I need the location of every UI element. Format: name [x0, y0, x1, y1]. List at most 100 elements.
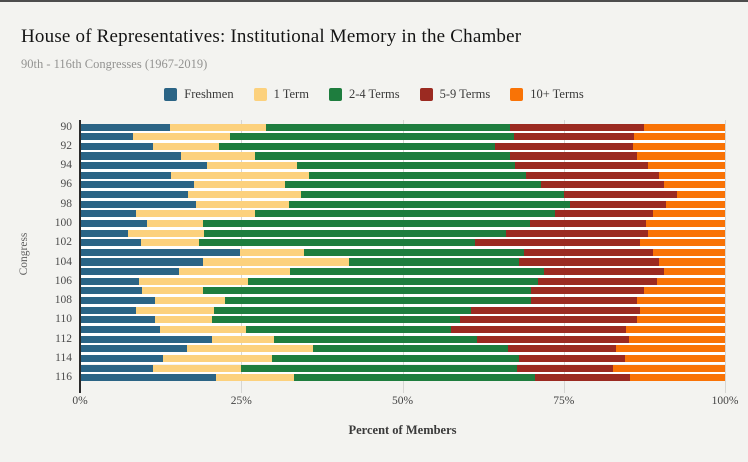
bar-segment-freshmen	[80, 374, 217, 382]
bar-segment-10-terms	[663, 268, 725, 276]
bar-segment-10-terms	[640, 239, 725, 247]
bar-segment-5-9-terms	[523, 248, 653, 256]
bar-segment-freshmen	[80, 354, 164, 362]
gridline-75	[563, 120, 565, 393]
legend: Freshmen 1 Term 2-4 Terms 5-9 Terms 10+ Term…	[0, 87, 748, 102]
bar-segment-1-term	[136, 210, 256, 218]
legend-item-1-term[interactable]: 1 Term	[253, 87, 309, 102]
x-tick-label-25: 25%	[230, 395, 252, 407]
bar-segment-1-term	[138, 277, 248, 285]
bar-segment-10-terms	[648, 162, 725, 170]
bar-row-congress-99	[80, 210, 725, 218]
bar-row-congress-115	[80, 364, 725, 372]
bar-segment-freshmen	[80, 335, 212, 343]
bar-segment-5-9-terms	[508, 345, 616, 353]
legend-item-freshmen[interactable]: Freshmen	[164, 87, 234, 102]
bar-row-congress-114	[80, 354, 725, 362]
bar-segment-5-9-terms	[517, 364, 614, 372]
chart-subtitle: 90th - 116th Congresses (1967-2019)	[21, 57, 208, 71]
bar-segment-freshmen	[80, 181, 194, 189]
legend-swatch-icon	[164, 88, 178, 101]
bar-row-congress-105	[80, 268, 725, 276]
bar-segment-5-9-terms	[530, 287, 644, 295]
bar-segment-1-term	[128, 229, 205, 237]
bar-segment-10-terms	[643, 287, 725, 295]
bar-segment-10-terms	[664, 181, 725, 189]
bar-segment-5-9-terms	[530, 297, 637, 305]
bar-segment-10-terms	[647, 229, 725, 237]
bar-segment-5-9-terms	[514, 133, 635, 141]
bar-segment-2-4-terms	[254, 152, 511, 160]
bar-segment-1-term	[159, 325, 246, 334]
bar-segment-5-9-terms	[505, 229, 648, 237]
bar-segment-5-9-terms	[526, 171, 660, 179]
bar-segment-10-terms	[632, 142, 725, 150]
bar-segment-1-term	[170, 171, 309, 179]
bar-segment-freshmen	[80, 239, 142, 247]
bar-segment-1-term	[187, 345, 314, 353]
bar-segment-freshmen	[80, 345, 188, 353]
bar-segment-5-9-terms	[510, 152, 638, 160]
bar-row-congress-101	[80, 229, 725, 237]
bar-row-congress-103	[80, 248, 725, 256]
bar-row-congress-106	[80, 277, 725, 285]
bar-row-congress-91	[80, 133, 725, 141]
bar-segment-2-4-terms	[229, 133, 515, 141]
legend-item-5-9-terms[interactable]: 5-9 Terms	[419, 87, 491, 102]
bar-segment-freshmen	[80, 190, 188, 199]
bar-segment-freshmen	[80, 162, 208, 170]
bar-segment-2-4-terms	[211, 316, 460, 324]
bar-segment-1-term	[239, 248, 304, 256]
bar-segment-2-4-terms	[213, 306, 471, 314]
legend-item-2-4-terms[interactable]: 2-4 Terms	[328, 87, 400, 102]
bar-segment-freshmen	[80, 123, 170, 131]
legend-label: 1 Term	[273, 87, 309, 101]
bar-segment-1-term	[155, 297, 226, 305]
bar-segment-10-terms	[630, 374, 725, 382]
bar-segment-1-term	[147, 219, 203, 227]
bar-row-congress-102	[80, 239, 725, 247]
y-tick-label-96: 96	[60, 178, 73, 191]
bar-segment-2-4-terms	[274, 335, 477, 343]
bar-segment-5-9-terms	[459, 316, 637, 324]
y-tick-label-100: 100	[54, 216, 72, 229]
bar-segment-freshmen	[80, 316, 156, 324]
legend-label: 2-4 Terms	[348, 87, 400, 101]
y-tick-label-90: 90	[60, 120, 73, 133]
bar-row-congress-90	[80, 123, 725, 131]
bar-segment-freshmen	[80, 229, 129, 237]
bar-segment-2-4-terms	[294, 374, 536, 382]
bar-segment-10-terms	[652, 248, 725, 256]
bar-segment-2-4-terms	[199, 239, 476, 247]
bar-segment-10-terms	[637, 152, 725, 160]
bar-segment-freshmen	[80, 200, 197, 208]
bar-row-congress-93	[80, 152, 725, 160]
bar-segment-10-terms	[636, 297, 725, 305]
bar-segment-1-term	[216, 374, 295, 382]
bar-segment-5-9-terms	[537, 277, 657, 285]
y-axis-title: Congress	[18, 232, 30, 276]
bar-row-congress-109	[80, 306, 725, 314]
bar-segment-1-term	[152, 364, 242, 372]
bar-segment-freshmen	[80, 171, 171, 179]
bar-segment-10-terms	[625, 325, 725, 334]
legend-label: 5-9 Terms	[439, 87, 491, 101]
bar-segment-2-4-terms	[241, 364, 518, 372]
bar-segment-5-9-terms	[514, 162, 649, 170]
bar-segment-freshmen	[80, 219, 148, 227]
y-tick-label-112: 112	[55, 332, 72, 345]
y-tick-label-104: 104	[54, 255, 72, 268]
bar-segment-5-9-terms	[570, 200, 666, 208]
bar-segment-2-4-terms	[308, 171, 527, 179]
bar-segment-1-term	[141, 239, 200, 247]
bar-segment-1-term	[202, 258, 349, 266]
bar-segment-2-4-terms	[202, 287, 531, 295]
bar-row-congress-96	[80, 181, 725, 189]
legend-item-10-terms[interactable]: 10+ Terms	[510, 87, 584, 102]
bar-row-congress-98	[80, 200, 725, 208]
bar-segment-2-4-terms	[247, 277, 538, 285]
bar-row-congress-113	[80, 345, 725, 353]
x-axis-title: Percent of Members	[348, 423, 457, 437]
bar-segment-5-9-terms	[519, 258, 659, 266]
bar-segment-10-terms	[636, 316, 725, 324]
